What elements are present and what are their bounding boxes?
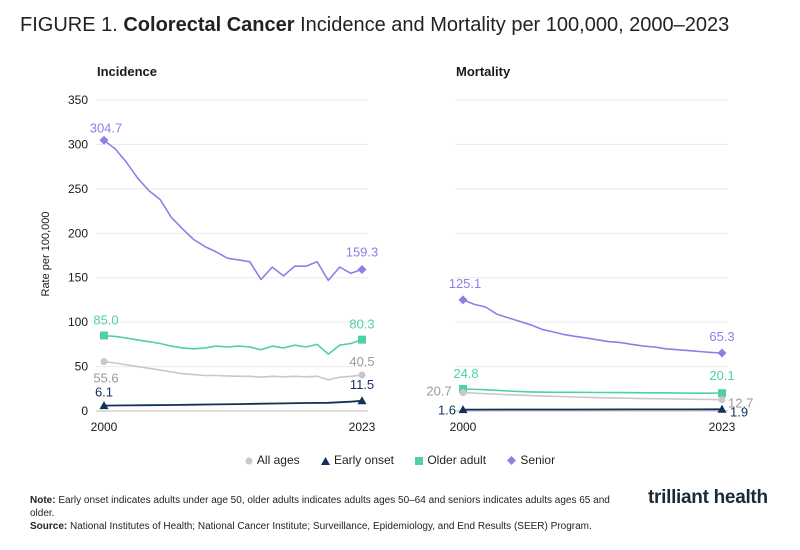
note-text: Early onset indicates adults under age 5… bbox=[30, 495, 610, 519]
figure-title: FIGURE 1. Colorectal Cancer Incidence an… bbox=[20, 14, 729, 37]
y-axis-label: Rate per 100,000 bbox=[40, 211, 52, 296]
y-tick-label: 100 bbox=[68, 315, 88, 329]
legend-label-all-ages: All ages bbox=[256, 453, 300, 467]
series-line-senior bbox=[462, 299, 723, 354]
legend-item-all-ages: All ages bbox=[245, 453, 300, 467]
series-line-older-adult bbox=[103, 334, 363, 355]
data-label-start: 55.6 bbox=[93, 371, 118, 386]
marker-older-adult bbox=[358, 335, 366, 344]
x-tick-label: 2023 bbox=[349, 420, 376, 434]
marker-all-ages bbox=[718, 396, 726, 404]
data-label-end: 20.1 bbox=[709, 368, 734, 383]
y-tick-label: 200 bbox=[68, 226, 88, 240]
marker-early-onset bbox=[99, 401, 109, 410]
data-label-end: 40.5 bbox=[349, 354, 374, 369]
legend: All ages Early onset Older adult Senior bbox=[0, 453, 800, 467]
legend-circle-icon bbox=[245, 457, 253, 465]
x-tick-label: 2023 bbox=[709, 420, 736, 434]
series-line-senior bbox=[103, 139, 363, 282]
legend-item-older-adult: Older adult bbox=[415, 453, 486, 467]
legend-square-icon bbox=[415, 456, 424, 465]
marker-early-onset bbox=[458, 405, 468, 414]
legend-label-senior: Senior bbox=[520, 453, 556, 467]
marker-senior bbox=[99, 135, 109, 145]
marker-older-adult bbox=[459, 384, 467, 393]
y-tick-label: 350 bbox=[68, 93, 88, 107]
panel-incidence: Incidence 0 50 100 150 200 250 300 350 Rate per 1… bbox=[40, 64, 378, 434]
data-label-start: 24.8 bbox=[453, 366, 478, 381]
data-label-start: 1.6 bbox=[438, 403, 456, 418]
legend-label-early-onset: Early onset bbox=[333, 453, 394, 467]
panel-title: Incidence bbox=[97, 64, 157, 79]
marker-early-onset bbox=[357, 396, 367, 405]
series-line-older-adult bbox=[462, 388, 723, 394]
x-tick-label: 2000 bbox=[91, 420, 118, 434]
marker-all-ages bbox=[100, 358, 108, 366]
marker-early-onset bbox=[717, 404, 727, 413]
trilliant-health-logo: trilliant health bbox=[648, 487, 768, 508]
data-label-end: 80.3 bbox=[349, 317, 374, 332]
footer-notes: Note: Early onset indicates adults under… bbox=[30, 494, 620, 533]
marker-senior bbox=[357, 264, 367, 274]
panel-title: Mortality bbox=[456, 64, 511, 79]
legend-item-senior: Senior bbox=[507, 453, 555, 467]
marker-all-ages bbox=[358, 371, 366, 379]
panel-mortality: Mortality 2000 2023 125.1 65.3 24.8 20.1 20.7 12… bbox=[426, 64, 753, 434]
data-label-start: 125.1 bbox=[449, 276, 482, 291]
source-text: National Institutes of Health; National … bbox=[70, 521, 592, 532]
data-label-end: 65.3 bbox=[709, 329, 734, 344]
y-tick-label: 250 bbox=[68, 182, 88, 196]
legend-triangle-icon bbox=[320, 456, 330, 465]
marker-senior bbox=[717, 348, 727, 358]
legend-label-older-adult: Older adult bbox=[427, 453, 487, 467]
data-label-end: 159.3 bbox=[346, 244, 379, 259]
figure-title-rest: Incidence and Mortality per 100,000, 200… bbox=[300, 14, 730, 36]
source-label: Source: bbox=[30, 521, 68, 532]
series-line-all-ages bbox=[103, 360, 363, 381]
marker-all-ages bbox=[459, 389, 467, 397]
y-tick-label: 150 bbox=[68, 271, 88, 285]
series-line-early-onset bbox=[103, 399, 363, 407]
note-label: Note: bbox=[30, 495, 56, 506]
note-line: Note: Early onset indicates adults under… bbox=[30, 494, 620, 520]
data-label-start: 20.7 bbox=[426, 384, 451, 399]
chart-canvas: Incidence 0 50 100 150 200 250 300 350 Rate per 1… bbox=[40, 64, 753, 434]
x-tick-label: 2000 bbox=[450, 420, 477, 434]
legend-diamond-icon bbox=[507, 456, 517, 466]
data-label-start: 85.0 bbox=[93, 312, 118, 327]
series-line-all-ages bbox=[462, 391, 723, 401]
data-label-end: 1.9 bbox=[730, 404, 748, 419]
data-label-start: 6.1 bbox=[95, 385, 113, 400]
figure-title-prefix: FIGURE 1. bbox=[20, 14, 118, 36]
data-label-end: 11.5 bbox=[350, 377, 374, 392]
y-tick-label: 50 bbox=[75, 360, 89, 374]
y-tick-label: 0 bbox=[81, 404, 88, 418]
data-label-end: 12.7 bbox=[728, 396, 753, 411]
legend-item-early-onset: Early onset bbox=[320, 453, 394, 467]
y-tick-label: 300 bbox=[68, 137, 88, 151]
figure-title-bold: Colorectal Cancer bbox=[123, 14, 295, 36]
marker-older-adult bbox=[718, 389, 726, 398]
marker-older-adult bbox=[100, 331, 108, 340]
marker-senior bbox=[458, 295, 468, 305]
source-line: Source: National Institutes of Health; N… bbox=[30, 520, 620, 533]
data-label-start: 304.7 bbox=[90, 120, 123, 135]
